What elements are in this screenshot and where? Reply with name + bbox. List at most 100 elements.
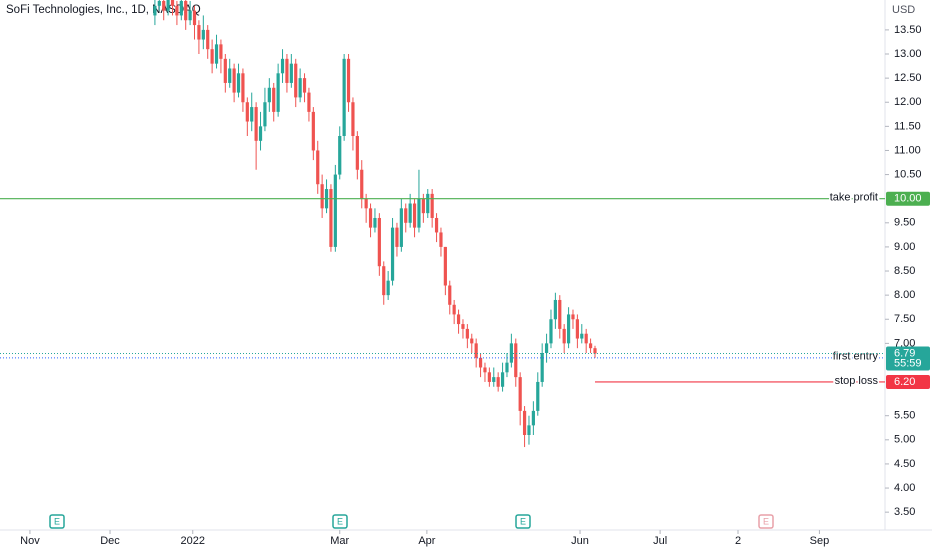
candle-body xyxy=(223,58,227,83)
candle-body xyxy=(399,208,403,247)
candle-body xyxy=(584,333,588,344)
candle-body xyxy=(157,0,161,6)
candle-body xyxy=(456,314,461,325)
candle-body xyxy=(386,280,390,296)
candle-body xyxy=(197,25,201,40)
candle-body xyxy=(188,10,192,21)
candle-body xyxy=(509,343,513,363)
candle-body xyxy=(390,227,395,281)
candle-body xyxy=(346,58,351,103)
candle-body xyxy=(192,10,197,26)
candle-body xyxy=(518,377,522,411)
candle-body xyxy=(544,343,549,354)
candle-body xyxy=(580,333,584,339)
candle-body xyxy=(219,44,223,59)
candle-body xyxy=(395,227,399,247)
candle-body xyxy=(452,304,456,315)
y-tick-label: 9.00 xyxy=(894,241,915,253)
candle-body xyxy=(184,0,188,21)
candle-body xyxy=(179,0,183,16)
candle-body xyxy=(351,102,355,136)
level-badge xyxy=(886,191,930,206)
y-tick-label: 7.50 xyxy=(894,313,915,325)
candle-body xyxy=(360,169,364,199)
candle-body xyxy=(175,5,179,16)
candle-body xyxy=(232,68,236,93)
candle-body xyxy=(443,246,447,286)
candle-body xyxy=(439,232,443,247)
level-text: first entry xyxy=(833,351,879,363)
level-text: stop loss xyxy=(835,375,879,387)
candle-body xyxy=(307,92,311,112)
candle-body xyxy=(478,357,483,368)
candle-body xyxy=(536,381,540,411)
candle-body xyxy=(214,44,219,64)
candle-body xyxy=(505,362,509,373)
candle-body xyxy=(492,377,496,382)
y-tick-label: 11.50 xyxy=(894,120,921,132)
candle-body xyxy=(448,285,452,305)
candle-body xyxy=(364,198,368,209)
candle-body xyxy=(540,353,544,382)
earnings-marker-label: E xyxy=(337,516,343,526)
candle-body xyxy=(263,102,267,127)
y-tick-label: 4.00 xyxy=(894,482,915,494)
candle-body xyxy=(298,78,302,98)
candle-body xyxy=(474,343,478,358)
candle-body xyxy=(311,111,315,151)
candle-body xyxy=(496,377,500,387)
level-badge xyxy=(886,374,930,389)
earnings-marker xyxy=(515,514,531,529)
countdown-text: 55:59 xyxy=(894,357,922,369)
y-tick-label: 5.50 xyxy=(894,410,915,422)
candle-body xyxy=(553,299,557,320)
x-tick-label: Apr xyxy=(418,535,435,547)
candle-body xyxy=(531,410,535,426)
candle-body xyxy=(483,367,487,373)
candle-body xyxy=(166,0,170,11)
x-tick-label: 2 xyxy=(735,535,741,547)
x-tick-label: Jul xyxy=(653,535,667,547)
chart-title: SoFi Technologies, Inc., 1D, NASDAQ xyxy=(6,4,201,16)
x-tick-label: Jun xyxy=(571,535,589,547)
y-tick-label: 9.50 xyxy=(894,217,915,229)
candle-body xyxy=(245,102,249,122)
candle-body xyxy=(571,314,575,320)
y-tick-label: 7.00 xyxy=(894,337,915,349)
candle-body xyxy=(355,135,359,170)
candle-body xyxy=(254,107,258,141)
candle-body xyxy=(373,217,377,228)
candle-body xyxy=(421,198,425,214)
candle-body xyxy=(588,343,593,349)
candle-body xyxy=(289,63,293,83)
candle-body xyxy=(522,410,527,435)
y-tick-label: 8.50 xyxy=(894,265,915,277)
candle-body xyxy=(228,68,232,83)
candle-body xyxy=(267,87,271,103)
candle-body xyxy=(404,208,408,223)
candle-body xyxy=(258,126,263,141)
candle-body xyxy=(316,150,320,185)
x-tick-label: Sep xyxy=(810,535,830,547)
candle-body xyxy=(487,372,491,382)
candle-body xyxy=(294,63,298,98)
candle-body xyxy=(549,319,553,344)
candle-body xyxy=(382,266,386,296)
earnings-marker xyxy=(49,514,65,529)
candle-body xyxy=(408,203,412,223)
y-tick-label: 10.50 xyxy=(894,168,922,180)
last-price-text: 6.79 xyxy=(894,347,915,359)
candle-body xyxy=(236,73,241,93)
candle-body xyxy=(320,184,324,209)
earnings-marker-label: E xyxy=(54,516,60,526)
y-tick-label: 4.50 xyxy=(894,458,915,470)
x-tick-label: Nov xyxy=(20,535,40,547)
candle-body xyxy=(201,29,205,40)
candle-body xyxy=(329,189,333,247)
candle-body xyxy=(206,29,210,50)
candle-body xyxy=(412,203,417,228)
level-badge-text: 6.20 xyxy=(894,376,915,388)
level-badge-text: 10.00 xyxy=(894,193,922,205)
candle-body xyxy=(575,319,579,339)
